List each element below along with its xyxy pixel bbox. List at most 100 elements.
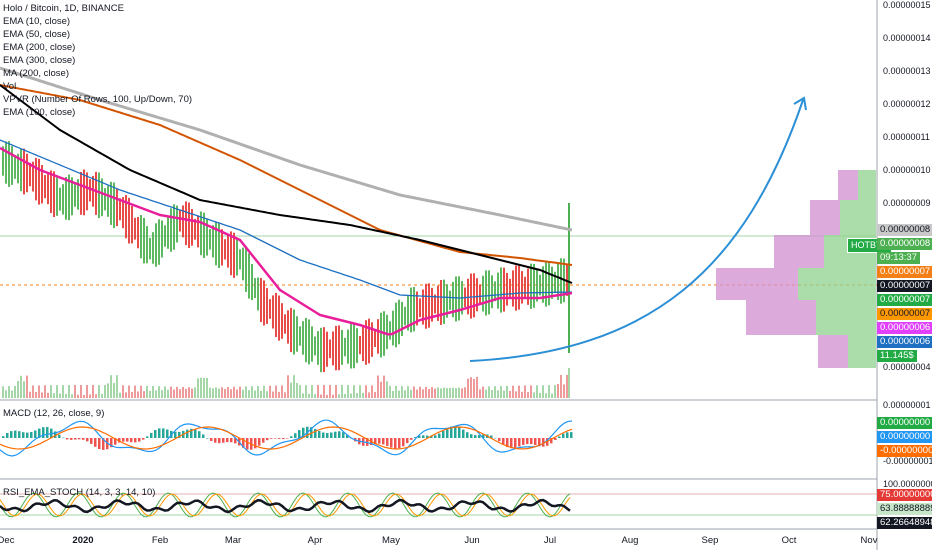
volume-bar xyxy=(119,392,121,398)
volume-bar xyxy=(437,387,439,398)
volume-bar xyxy=(398,390,400,398)
volume-bar xyxy=(161,390,163,398)
volume-bar xyxy=(5,390,7,398)
volume-bar xyxy=(326,394,328,398)
volume-bar xyxy=(140,385,142,398)
macd-hist-tag: 0.00000000 xyxy=(877,417,932,429)
volume-bar xyxy=(197,378,199,398)
macd-bar xyxy=(506,438,509,448)
time-tick: Jun xyxy=(464,535,480,546)
macd-bar xyxy=(518,438,521,447)
vpvr-row-up xyxy=(798,268,876,300)
volume-bar xyxy=(470,377,472,398)
volume-bar xyxy=(410,389,412,398)
macd-line-tag: 0.00000000 xyxy=(877,431,932,443)
candle xyxy=(317,331,319,365)
candle xyxy=(14,155,16,179)
legend-vpvr[interactable]: VPVR (Number Of Rows, 100, Up/Down, 70) xyxy=(3,94,193,105)
legend-ema50[interactable]: EMA (50, close) xyxy=(3,29,71,40)
macd-bar xyxy=(334,431,337,438)
price-tick: 0.00000009 xyxy=(883,198,931,208)
volume-bar xyxy=(389,385,391,398)
macd-bar xyxy=(478,435,481,438)
candle xyxy=(272,295,274,329)
volume-bar xyxy=(176,386,178,398)
volume-bar xyxy=(113,383,115,398)
legend-ema200[interactable]: EMA (200, close) xyxy=(3,42,76,53)
candle xyxy=(344,337,346,357)
macd-bar xyxy=(130,438,133,443)
countdown-tag: 09:13:37 xyxy=(877,252,920,264)
volume-bar xyxy=(362,392,364,398)
macd-tick: 0.00000001 xyxy=(883,400,931,410)
volume-bar xyxy=(302,393,304,398)
candle xyxy=(506,272,508,306)
candle xyxy=(329,339,331,359)
candle xyxy=(476,278,478,312)
candle xyxy=(443,279,445,324)
volume-bar xyxy=(323,385,325,398)
macd-bar xyxy=(186,429,189,438)
macd-bar xyxy=(318,431,321,438)
volume-bar xyxy=(299,385,301,398)
volume-bar xyxy=(173,389,175,398)
volume-bar xyxy=(107,383,109,398)
legend-vol[interactable]: Vol xyxy=(3,81,17,92)
rsi-pane-label[interactable]: RSI_EMA_STOCH (14, 3, 3, 14, 10) xyxy=(3,487,156,498)
projection-arrow-head-icon xyxy=(793,96,807,111)
candle xyxy=(233,232,235,278)
legend-ema100[interactable]: EMA (100, close) xyxy=(3,107,76,118)
volume-bar xyxy=(461,388,463,398)
volume-bar xyxy=(209,387,211,398)
symbol-title[interactable]: Holo / Bitcoin, 1D, BINANCE xyxy=(3,3,124,14)
macd-bar xyxy=(498,438,501,442)
volume-bar xyxy=(344,393,346,398)
macd-bar xyxy=(458,427,461,438)
volume-bar xyxy=(155,390,157,398)
macd-bar xyxy=(234,438,237,444)
macd-bar xyxy=(290,436,293,438)
vpvr-row-down xyxy=(818,335,848,368)
candle xyxy=(536,269,538,302)
candle xyxy=(380,312,382,358)
candle xyxy=(230,231,232,276)
macd-bar xyxy=(402,438,405,447)
candle xyxy=(101,178,103,217)
macd-bar xyxy=(558,436,561,438)
candle xyxy=(524,276,526,298)
macd-bar xyxy=(210,438,213,441)
candle xyxy=(482,275,484,312)
volume-bar xyxy=(224,388,226,398)
candle xyxy=(470,273,472,319)
time-tick: May xyxy=(382,535,400,546)
candle xyxy=(212,225,214,258)
macd-bar xyxy=(54,431,57,438)
volume-bar xyxy=(311,385,313,398)
volume-bar xyxy=(236,389,238,398)
macd-bar xyxy=(222,438,225,443)
macd-bar xyxy=(554,438,557,440)
volume-bar xyxy=(98,385,100,398)
price-tag-ema100: 0.00000007 xyxy=(877,280,932,292)
volume-bar xyxy=(185,388,187,398)
macd-pane-label[interactable]: MACD (12, 26, close, 9) xyxy=(3,408,105,419)
candle xyxy=(38,158,40,205)
volume-bar xyxy=(371,385,373,398)
macd-bar xyxy=(190,428,193,438)
volume-bar xyxy=(131,391,133,398)
volume-bar xyxy=(401,386,403,398)
macd-bar xyxy=(462,429,465,438)
legend-ema10[interactable]: EMA (10, close) xyxy=(3,16,71,27)
macd-bar xyxy=(466,432,469,438)
macd-bar xyxy=(338,431,341,438)
legend-ma200[interactable]: MA (200, close) xyxy=(3,68,69,79)
macd-bar xyxy=(510,438,513,449)
candle xyxy=(449,290,451,310)
macd-bar xyxy=(174,431,177,438)
macd-bar xyxy=(134,438,137,443)
legend-ema300[interactable]: EMA (300, close) xyxy=(3,55,76,66)
candle xyxy=(284,314,286,334)
macd-bar xyxy=(242,438,245,448)
macd-bar xyxy=(126,438,129,442)
